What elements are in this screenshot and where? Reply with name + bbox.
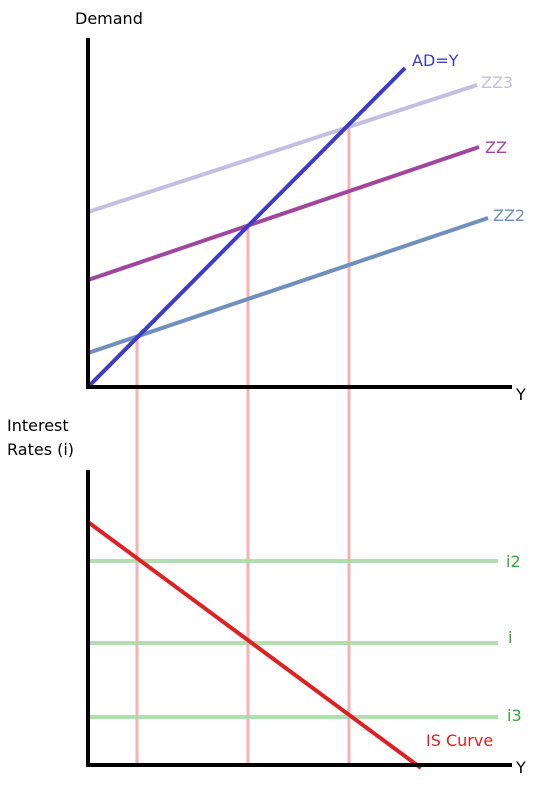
is-curve-label: IS Curve — [426, 731, 493, 750]
rate-label-i: i — [508, 628, 512, 647]
zz2-curve-label: ZZ2 — [493, 206, 525, 225]
top-y-output-label: Y — [515, 385, 526, 404]
zz-curve — [87, 145, 480, 282]
interest-axis-label-line1: Interest — [7, 416, 69, 435]
guide-lines — [135, 125, 351, 765]
zz3-curve-label: ZZ3 — [481, 73, 513, 92]
top-axes — [86, 38, 512, 389]
rate-lines — [88, 559, 498, 719]
zz3-curve — [87, 83, 478, 214]
rate-label-i3: i3 — [507, 706, 522, 725]
ad-curve-label: AD=Y — [412, 51, 459, 70]
demand-axis-label: Demand — [75, 9, 143, 28]
rate-label-i2: i2 — [506, 552, 521, 571]
bottom-axes — [86, 470, 512, 767]
zz2-curve — [87, 216, 489, 355]
interest-axis-label-line2: Rates (i) — [7, 440, 74, 459]
zz-curve-label: ZZ — [485, 138, 507, 157]
is-curve — [86, 520, 423, 770]
bottom-y-output-label: Y — [515, 758, 526, 777]
ad-curve — [86, 66, 407, 389]
